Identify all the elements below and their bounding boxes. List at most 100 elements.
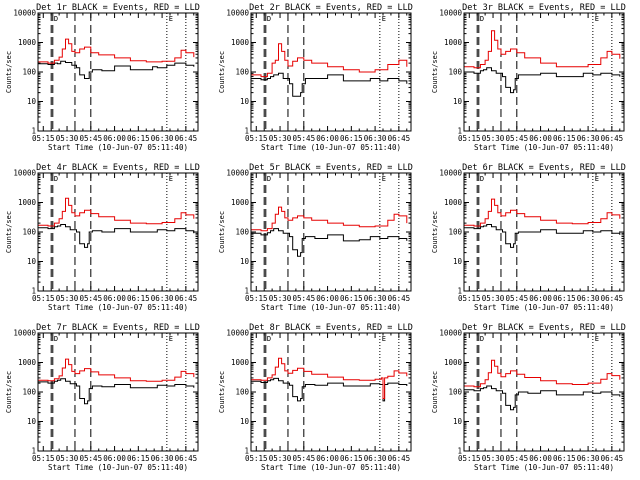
x-tick-label: 06:00 bbox=[316, 454, 339, 463]
y-tick-label: 1 bbox=[31, 287, 36, 296]
y-tick-label: 10 bbox=[453, 417, 463, 426]
flag-label: D bbox=[267, 175, 271, 183]
x-tick-label: 06:30 bbox=[364, 134, 387, 143]
flag-label: D bbox=[54, 175, 58, 183]
detector-panel-3: Det 3r BLACK = Events, RED = LLD 1 10 100 10… bbox=[431, 3, 626, 152]
x-tick-label: 06:30 bbox=[364, 294, 387, 303]
x-tick-label: 06:45 bbox=[175, 294, 198, 303]
x-tick-label: 05:30 bbox=[482, 454, 505, 463]
y-tick-label: 10000 bbox=[13, 9, 36, 18]
lld-series-line bbox=[38, 197, 195, 227]
x-tick-label: 05:15 bbox=[32, 134, 55, 143]
x-axis-label: Start Time (10-Jun-07 05:11:40) bbox=[474, 463, 614, 472]
y-tick-label: 10000 bbox=[13, 329, 36, 338]
panel-title: Det 7r BLACK = Events, RED = LLD bbox=[36, 323, 200, 333]
flag-label: E bbox=[382, 15, 386, 23]
y-tick-label: 10000 bbox=[439, 169, 462, 178]
x-axis-label: Start Time (10-Jun-07 05:11:40) bbox=[261, 463, 401, 472]
detector-panel-7: Det 7r BLACK = Events, RED = LLD 1 10 100 10… bbox=[5, 323, 200, 472]
y-tick-label: 100 bbox=[235, 388, 249, 397]
x-tick-label: 05:45 bbox=[293, 294, 316, 303]
x-tick-label: 05:15 bbox=[245, 294, 268, 303]
x-tick-label: 06:45 bbox=[601, 134, 624, 143]
y-tick-label: 1000 bbox=[231, 358, 250, 367]
y-tick-label: 10 bbox=[453, 257, 463, 266]
x-tick-label: 05:45 bbox=[506, 454, 529, 463]
plot-frame bbox=[463, 332, 625, 452]
x-tick-label: 05:30 bbox=[56, 454, 79, 463]
y-axis-label: Counts/sec bbox=[431, 371, 439, 413]
y-axis-label: Counts/sec bbox=[5, 211, 13, 253]
x-tick-label: 05:15 bbox=[458, 294, 481, 303]
flag-label: E bbox=[382, 175, 386, 183]
x-tick-label: 06:15 bbox=[340, 454, 363, 463]
y-tick-label: 1 bbox=[457, 127, 462, 136]
flag-label: E bbox=[595, 175, 599, 183]
x-axis-label: Start Time (10-Jun-07 05:11:40) bbox=[474, 143, 614, 152]
events-series-line bbox=[464, 224, 621, 248]
x-axis-label: Start Time (10-Jun-07 05:11:40) bbox=[48, 463, 188, 472]
y-tick-label: 1000 bbox=[444, 358, 463, 367]
x-tick-label: 06:00 bbox=[103, 454, 126, 463]
y-axis-label: Counts/sec bbox=[218, 211, 226, 253]
x-axis-label: Start Time (10-Jun-07 05:11:40) bbox=[48, 143, 188, 152]
y-tick-label: 100 bbox=[235, 68, 249, 77]
flag-label: E bbox=[169, 15, 173, 23]
plot-frame bbox=[250, 12, 412, 132]
y-tick-label: 10000 bbox=[226, 9, 249, 18]
detector-panel-5: Det 5r BLACK = Events, RED = LLD 1 10 100 10… bbox=[218, 163, 413, 312]
x-tick-label: 06:30 bbox=[151, 134, 174, 143]
y-tick-label: 10000 bbox=[439, 329, 462, 338]
flag-label: D bbox=[54, 335, 58, 343]
y-tick-label: 10000 bbox=[439, 9, 462, 18]
lld-series-line bbox=[251, 206, 408, 232]
y-tick-label: 1000 bbox=[18, 38, 37, 47]
y-axis-label: Counts/sec bbox=[431, 51, 439, 93]
panel-title: Det 2r BLACK = Events, RED = LLD bbox=[249, 3, 413, 13]
y-tick-label: 100 bbox=[235, 228, 249, 237]
x-tick-label: 06:45 bbox=[388, 294, 411, 303]
flag-label: D bbox=[480, 175, 484, 183]
events-series-line bbox=[38, 224, 195, 248]
x-tick-label: 05:45 bbox=[506, 134, 529, 143]
x-tick-label: 05:15 bbox=[32, 294, 55, 303]
x-tick-label: 06:00 bbox=[529, 134, 552, 143]
y-tick-label: 100 bbox=[448, 68, 462, 77]
y-tick-label: 10 bbox=[240, 97, 250, 106]
x-tick-label: 05:30 bbox=[56, 294, 79, 303]
detector-panel-9: Det 9r BLACK = Events, RED = LLD 1 10 100 10… bbox=[431, 323, 626, 472]
x-tick-label: 06:15 bbox=[340, 134, 363, 143]
y-tick-label: 10000 bbox=[13, 169, 36, 178]
y-axis-label: Counts/sec bbox=[218, 371, 226, 413]
panel-title: Det 4r BLACK = Events, RED = LLD bbox=[36, 163, 200, 173]
x-tick-label: 06:15 bbox=[127, 454, 150, 463]
events-series-line bbox=[464, 67, 621, 94]
events-series-line bbox=[38, 60, 195, 79]
y-tick-label: 1000 bbox=[444, 198, 463, 207]
plot-frame bbox=[37, 12, 199, 132]
flag-label: E bbox=[169, 335, 173, 343]
x-tick-label: 05:15 bbox=[245, 134, 268, 143]
flag-label: D bbox=[267, 335, 271, 343]
detector-panel-4: Det 4r BLACK = Events, RED = LLD 1 10 100 10… bbox=[5, 163, 200, 312]
x-tick-label: 06:30 bbox=[151, 294, 174, 303]
x-tick-label: 05:30 bbox=[269, 134, 292, 143]
y-tick-label: 1 bbox=[244, 447, 249, 456]
events-series-line bbox=[38, 378, 195, 405]
x-tick-label: 06:45 bbox=[601, 454, 624, 463]
x-tick-label: 05:15 bbox=[245, 454, 268, 463]
x-tick-label: 06:15 bbox=[553, 454, 576, 463]
lld-series-line bbox=[251, 357, 408, 399]
detector-panel-2: Det 2r BLACK = Events, RED = LLD 1 10 100 10… bbox=[218, 3, 413, 152]
x-tick-label: 05:45 bbox=[293, 454, 316, 463]
y-tick-label: 10 bbox=[27, 417, 37, 426]
y-tick-label: 100 bbox=[22, 68, 36, 77]
x-tick-label: 05:15 bbox=[32, 454, 55, 463]
x-tick-label: 06:30 bbox=[577, 454, 600, 463]
detector-panel-1: Det 1r BLACK = Events, RED = LLD 1 10 100 10… bbox=[5, 3, 200, 152]
x-tick-label: 05:30 bbox=[269, 294, 292, 303]
y-axis-label: Counts/sec bbox=[431, 211, 439, 253]
y-tick-label: 1 bbox=[31, 447, 36, 456]
y-tick-label: 1000 bbox=[18, 358, 37, 367]
